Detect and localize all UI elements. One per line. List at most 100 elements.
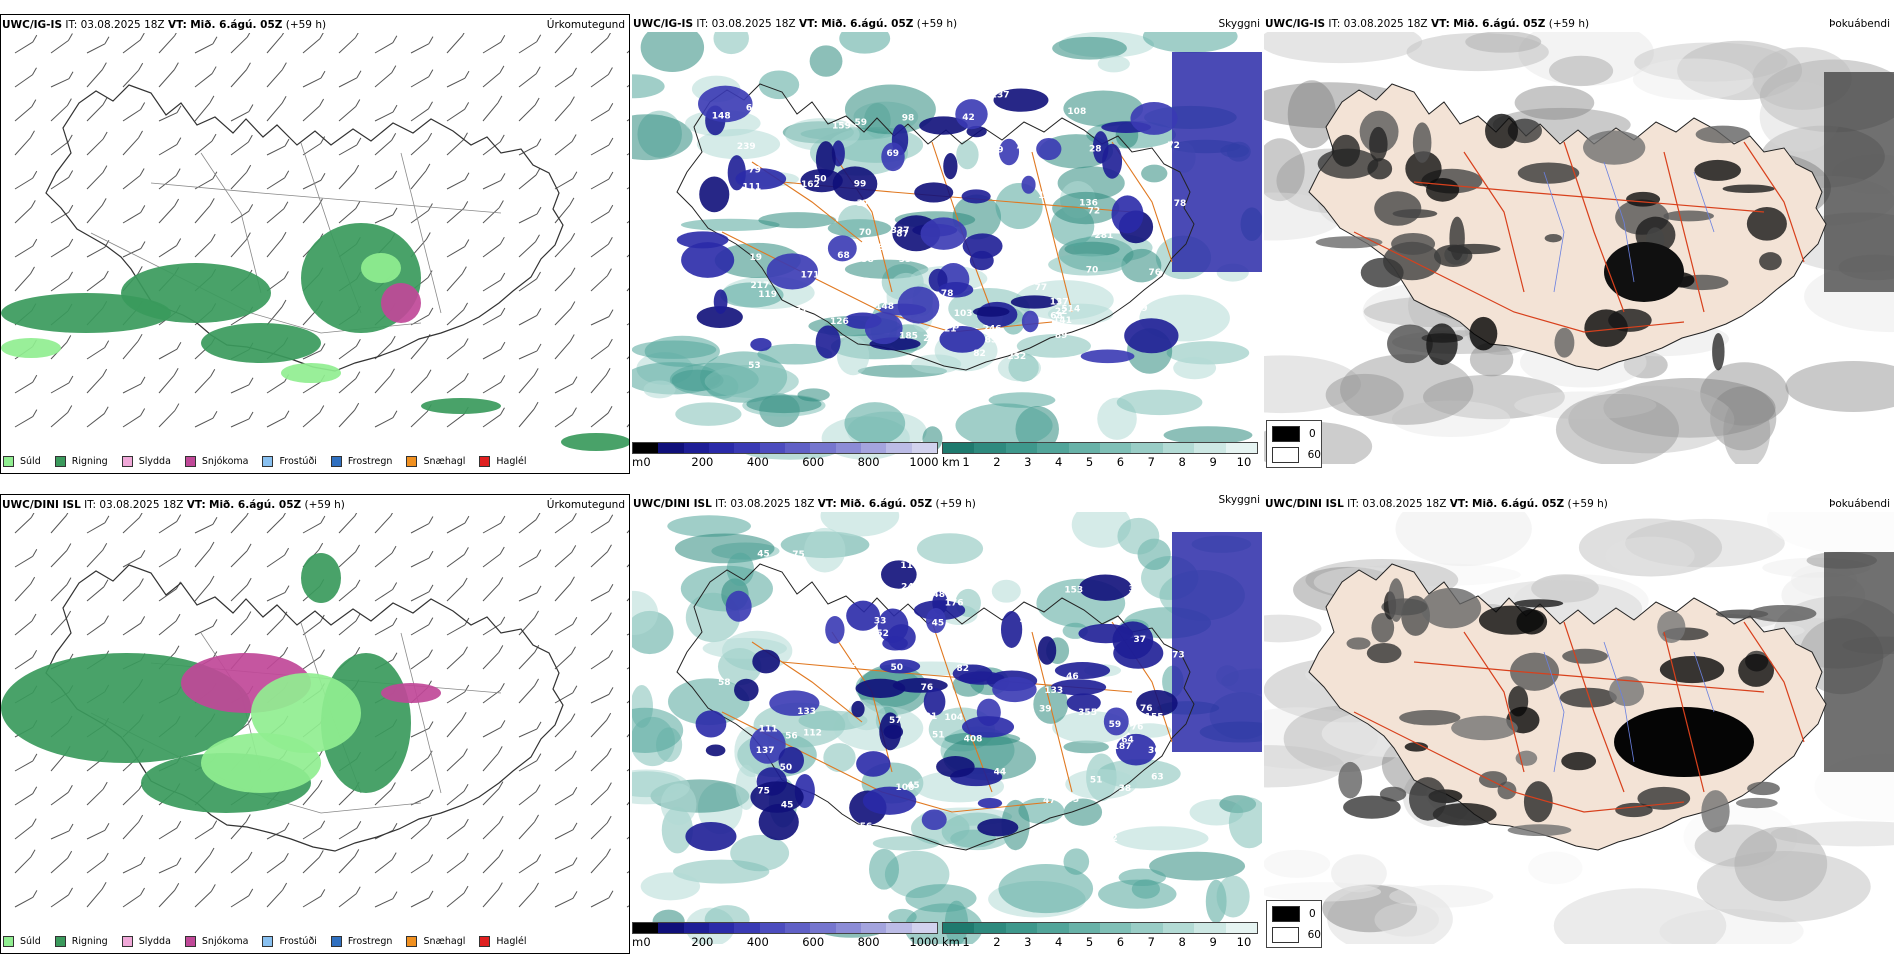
wind-barb-flag: [102, 165, 108, 173]
wind-barb: [122, 383, 142, 394]
wind-barb-flag: [500, 515, 506, 524]
cloud-base-cell: [962, 233, 1003, 259]
precip-map-svg: [1, 513, 629, 908]
precip-area: [381, 283, 421, 323]
wind-barb-flag: [66, 98, 72, 106]
wind-barb: [374, 515, 392, 534]
road: [1111, 141, 1173, 263]
cloud-base-value: 72: [1088, 207, 1101, 217]
colorbar-cell: [835, 923, 861, 933]
visibility-cell: [640, 872, 701, 901]
colorbar-cell: [1037, 443, 1069, 453]
wind-barb: [194, 582, 211, 602]
cloud-base-value: 37: [857, 199, 870, 209]
visibility-cell: [1149, 851, 1246, 881]
wind-barb-flag: [572, 67, 577, 76]
visibility-cell: [1216, 875, 1250, 918]
visibility-cell: [1141, 164, 1168, 183]
cloud-base-value: 46: [1066, 672, 1079, 682]
cloud-base-value: 137: [1050, 297, 1069, 307]
cloud-base-cell: [734, 678, 759, 702]
wind-barb: [266, 102, 283, 122]
cloud-base-cell: [1113, 637, 1164, 669]
wind-barb-flag: [175, 168, 181, 176]
wind-barb-flag: [31, 818, 37, 826]
road: [400, 152, 442, 314]
wind-barb: [626, 667, 629, 670]
cloud-base-cell: [879, 303, 927, 316]
wind-barb: [626, 733, 629, 738]
fog-legend-item: 0: [1272, 906, 1321, 922]
precip-area: [361, 253, 401, 283]
colorbar-cell: [886, 923, 912, 933]
visibility-cell: [995, 182, 1043, 230]
colorbar-tick: 1000: [909, 935, 939, 949]
wind-barb: [518, 791, 537, 806]
wind-barb: [14, 896, 34, 908]
visibility-cell: [632, 74, 665, 99]
wind-barb-flag: [463, 338, 469, 346]
wind-barb: [230, 36, 248, 54]
wind-barb: [14, 825, 33, 840]
wind-barb: [302, 179, 322, 190]
wind-barb-flag: [535, 167, 541, 176]
wind-barb-flag: [140, 887, 145, 896]
wind-barb-flag: [571, 513, 577, 521]
wind-barb-flag: [462, 748, 468, 756]
wind-barb-flag: [355, 579, 361, 588]
cloud-base-value: 90: [902, 652, 915, 662]
wind-barb-flag: [608, 204, 614, 213]
wind-barb-flag: [176, 820, 182, 829]
wind-barb-flag: [572, 857, 578, 865]
precip-area: [201, 323, 321, 363]
colorbar-tick: 5: [1085, 455, 1094, 469]
cloud-base-value: 44: [994, 767, 1007, 777]
wind-barb: [482, 822, 500, 840]
wind-barb: [194, 625, 214, 636]
wind-barb-flag: [570, 267, 576, 275]
wind-barb-flag: [284, 138, 290, 147]
visibility-cell: [1163, 426, 1253, 445]
wind-barb-flag: [283, 853, 289, 861]
cloud-base-cell: [919, 116, 968, 135]
visibility-cell: [667, 678, 750, 726]
wind-barb: [410, 76, 430, 88]
visibility-cell: [1121, 248, 1162, 283]
wind-barb-flag: [500, 34, 506, 43]
wind-barb-flag: [463, 302, 468, 311]
visibility-cell: [997, 354, 1042, 382]
legend-swatch: [3, 456, 14, 467]
colorbar-tick: 10: [1236, 455, 1252, 469]
colorbar-tick: 1: [962, 455, 970, 469]
visibility-cell: [1065, 769, 1137, 800]
wind-barb-flag: [499, 65, 505, 74]
colorbar-cell: [734, 443, 760, 453]
wind-barb-flag: [608, 687, 614, 695]
cloud-base-value: 89: [1055, 331, 1068, 341]
wind-barb: [374, 139, 393, 156]
cloud-base-value: 51: [984, 617, 997, 627]
wind-barb: [518, 145, 538, 156]
wind-barb: [302, 381, 321, 394]
fog-dark-areas: [1315, 110, 1787, 371]
wind-barb-flag: [425, 232, 431, 240]
fog-cell: [1767, 512, 1894, 554]
wind-barb-flag: [103, 579, 109, 588]
wind-barb-flag: [246, 33, 251, 38]
wind-barb-flag: [608, 102, 614, 111]
cloud-base-value: 65: [746, 104, 759, 114]
wind-barb: [590, 855, 607, 874]
wind-barb-flag: [137, 333, 143, 342]
visibility-cell: [704, 364, 799, 398]
cloud-base-value: 73: [1172, 650, 1185, 660]
wind-barb-flag: [536, 343, 542, 352]
wind-barb: [194, 548, 211, 568]
wind-barb: [338, 856, 356, 874]
visibility-cell: [730, 834, 790, 872]
wind-barb: [554, 583, 571, 602]
fog-dark-cell: [1523, 781, 1553, 823]
cloud-base-cell: [962, 716, 1015, 738]
cloud-base-cell: [713, 289, 728, 314]
cloud-base-value: 148: [875, 302, 894, 312]
colorbar-cell: [1225, 923, 1258, 933]
